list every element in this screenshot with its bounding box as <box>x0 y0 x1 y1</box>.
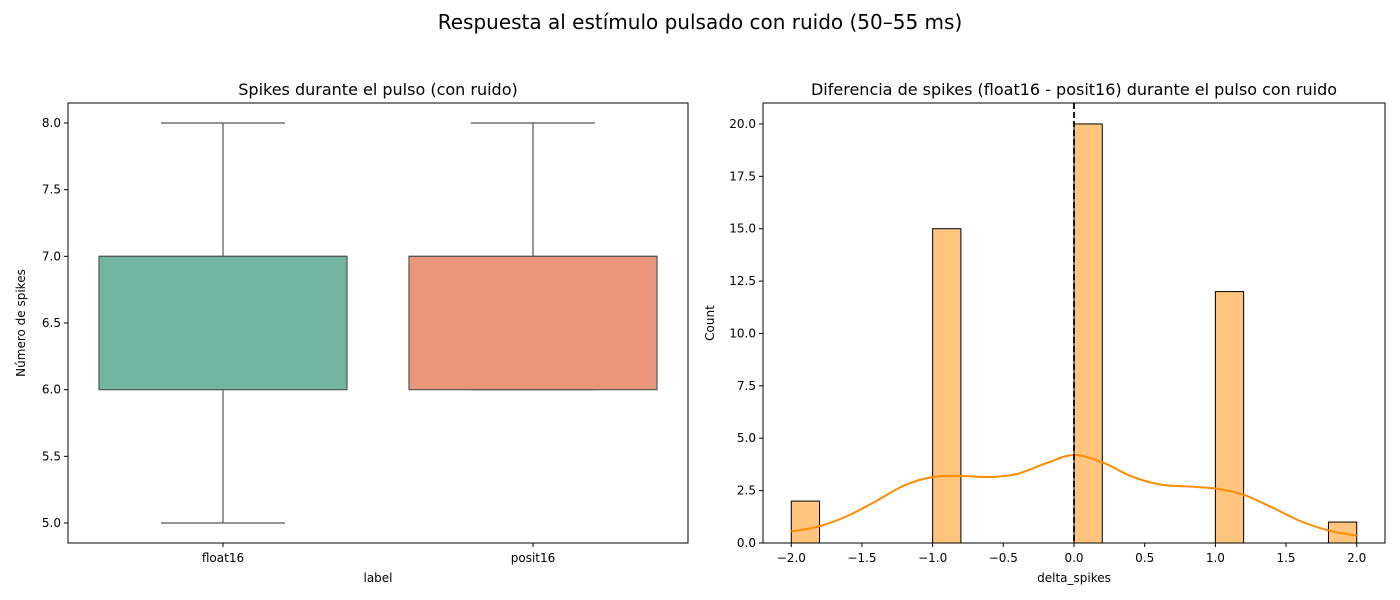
histogram-xlabel: delta_spikes <box>1037 571 1111 585</box>
histogram-bar <box>1073 123 1103 544</box>
x-tick-label: posit16 <box>511 551 556 565</box>
plot-frame <box>762 102 1386 544</box>
x-tick-label: 0.5 <box>1135 551 1154 565</box>
y-tick-label: 7.0 <box>42 249 61 263</box>
box-float16 <box>98 255 348 391</box>
y-tick-label: 10.0 <box>729 326 756 340</box>
y-tick-label: 7.5 <box>737 379 756 393</box>
x-tick-label: 1.5 <box>1276 551 1295 565</box>
x-tick-label: 1.0 <box>1206 551 1225 565</box>
y-tick-label: 5.5 <box>42 449 61 463</box>
y-tick-label: 12.5 <box>729 274 756 288</box>
box-posit16 <box>408 255 658 391</box>
figure-suptitle: Respuesta al estímulo pulsado con ruido … <box>438 10 963 34</box>
x-tick-label: float16 <box>202 551 244 565</box>
x-tick-label: −2.0 <box>777 551 806 565</box>
boxplot-panel: Spikes durante el pulso (con ruido) floa… <box>14 80 689 585</box>
y-tick-label: 8.0 <box>42 116 61 130</box>
boxplot-title: Spikes durante el pulso (con ruido) <box>238 80 517 99</box>
x-tick-label: 0.0 <box>1064 551 1083 565</box>
y-tick-label: 6.5 <box>42 316 61 330</box>
y-tick-label: 6.0 <box>42 383 61 397</box>
y-tick-label: 2.5 <box>737 484 756 498</box>
plot-frame <box>67 102 689 544</box>
histogram-ylabel: Count <box>703 305 717 341</box>
histogram-panel: Diferencia de spikes (float16 - posit16)… <box>703 80 1386 585</box>
boxplot-plot-area: float16 posit16 5.0 5.5 6.0 6.5 7.0 7.5 8.0 <box>42 102 689 565</box>
histogram-bar <box>932 228 962 544</box>
y-tick-label: 17.5 <box>729 169 756 183</box>
histogram-plot-area: −2.0 −1.5 −1.0 −0.5 0.0 0.5 1.0 1.5 2.0 0.0 2.5 5.0… <box>729 102 1386 565</box>
x-tick-label: 2.0 <box>1347 551 1366 565</box>
y-tick-label: 15.0 <box>729 222 756 236</box>
x-tick-label: −1.0 <box>918 551 947 565</box>
boxplot-ylabel: Número de spikes <box>14 269 28 377</box>
y-tick-label: 5.0 <box>737 431 756 445</box>
x-tick-label: −1.5 <box>847 551 876 565</box>
boxplot-xlabel: label <box>363 571 392 585</box>
x-tick-label: −0.5 <box>989 551 1018 565</box>
y-tick-label: 0.0 <box>737 536 756 550</box>
y-tick-label: 7.5 <box>42 183 61 197</box>
y-tick-label: 20.0 <box>729 117 756 131</box>
y-tick-label: 5.0 <box>42 516 61 530</box>
histogram-bar <box>1214 291 1245 544</box>
histogram-title: Diferencia de spikes (float16 - posit16)… <box>811 80 1337 99</box>
histogram-bar <box>790 500 821 544</box>
